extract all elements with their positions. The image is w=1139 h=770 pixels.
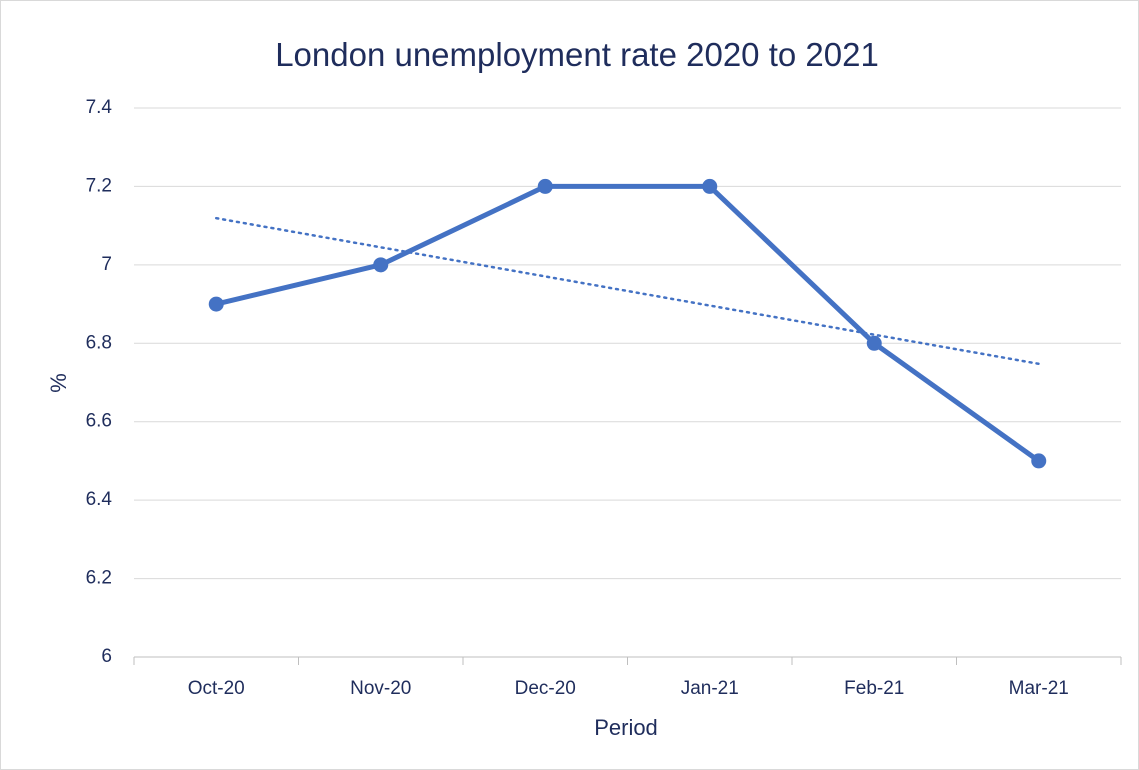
data-point <box>373 257 389 273</box>
y-tick-label: 6.2 <box>86 568 112 589</box>
data-point <box>1031 453 1047 469</box>
x-tick-label: Nov-20 <box>350 678 411 699</box>
plot-area <box>208 178 1047 469</box>
y-tick-label: 6 <box>101 646 112 667</box>
x-tick-label: Dec-20 <box>515 678 576 699</box>
data-point <box>537 178 553 194</box>
x-tick-label: Jan-21 <box>681 678 739 699</box>
chart-title: London unemployment rate 2020 to 2021 <box>275 36 879 73</box>
y-tick-label: 6.4 <box>86 489 113 510</box>
y-axis: 6 6.2 6.4 6.6 6.8 7 7.2 7.4 <box>86 97 113 667</box>
data-point <box>702 178 718 194</box>
x-tick-label: Oct-20 <box>188 678 245 699</box>
series-line <box>213 183 1042 464</box>
trendline <box>215 216 1040 366</box>
x-tick-label: Feb-21 <box>844 678 904 699</box>
y-axis-title: % <box>46 373 71 393</box>
y-tick-label: 7.4 <box>86 97 113 118</box>
data-point <box>208 296 224 312</box>
trendline-layer <box>215 216 1040 366</box>
x-axis: Oct-20 Nov-20 Dec-20 Jan-21 Feb-21 Mar-21 <box>133 656 1122 699</box>
y-tick-label: 6.8 <box>86 332 112 353</box>
y-tick-label: 7 <box>101 254 112 275</box>
y-tick-label: 7.2 <box>86 175 112 196</box>
x-tick-label: Mar-21 <box>1009 678 1069 699</box>
y-tick-label: 6.6 <box>86 411 112 432</box>
x-axis-title: Period <box>594 715 658 740</box>
data-point <box>866 335 882 351</box>
